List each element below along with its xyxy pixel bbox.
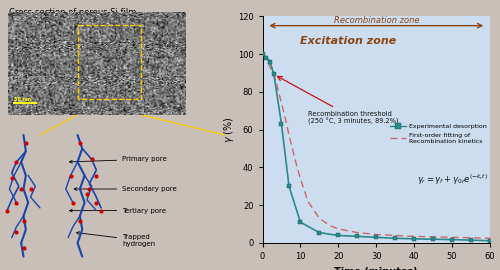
Point bbox=[262, 56, 270, 60]
Point bbox=[12, 160, 20, 164]
Point bbox=[97, 208, 105, 213]
Point bbox=[22, 141, 30, 145]
Y-axis label: $\gamma$ (%): $\gamma$ (%) bbox=[222, 116, 236, 143]
Text: Recombination threshold
(250 °C, 3 minutes, 89.2%): Recombination threshold (250 °C, 3 minut… bbox=[278, 76, 398, 125]
Text: Primary pore: Primary pore bbox=[70, 156, 167, 163]
Text: Excitation zone: Excitation zone bbox=[300, 36, 396, 46]
Point bbox=[20, 246, 28, 251]
Point bbox=[448, 237, 456, 242]
Point bbox=[92, 200, 100, 205]
Point bbox=[83, 192, 91, 197]
Text: Secondary pore: Secondary pore bbox=[74, 186, 177, 192]
Point bbox=[76, 141, 84, 145]
Legend: Experimental desorption, First-order fitting of
Recombination kinetics: Experimental desorption, First-order fit… bbox=[388, 122, 489, 146]
Bar bbox=[78, 25, 142, 99]
Text: Tertiary pore: Tertiary pore bbox=[70, 208, 166, 214]
Point bbox=[92, 173, 100, 178]
Point bbox=[266, 59, 274, 64]
Point bbox=[372, 235, 380, 239]
Point bbox=[17, 187, 25, 191]
X-axis label: Time (minutes): Time (minutes) bbox=[334, 266, 418, 270]
Point bbox=[88, 157, 96, 161]
Point bbox=[467, 238, 475, 242]
Point bbox=[334, 233, 342, 238]
Text: $\gamma_r = \gamma_f + \gamma_{0r}e^{(-k_r t)}$: $\gamma_r = \gamma_f + \gamma_{0r}e^{(-k… bbox=[417, 172, 488, 187]
Point bbox=[278, 122, 285, 126]
Point bbox=[76, 219, 84, 224]
Point bbox=[296, 220, 304, 224]
Point bbox=[354, 234, 362, 239]
Point bbox=[26, 187, 34, 191]
Text: Cross-section of porous Si film: Cross-section of porous Si film bbox=[10, 8, 137, 17]
Point bbox=[8, 176, 16, 180]
Text: 30 nm: 30 nm bbox=[14, 97, 32, 102]
Point bbox=[486, 239, 494, 243]
Text: Recombination zone: Recombination zone bbox=[334, 16, 419, 25]
Point bbox=[3, 208, 11, 213]
Point bbox=[316, 231, 324, 235]
Point bbox=[12, 200, 20, 205]
Point bbox=[270, 72, 278, 77]
Point bbox=[391, 236, 399, 240]
Point bbox=[66, 173, 74, 178]
Point bbox=[410, 237, 418, 241]
Point bbox=[429, 237, 437, 241]
Text: Trapped
hydrogen: Trapped hydrogen bbox=[76, 232, 156, 247]
Point bbox=[285, 184, 293, 188]
Point bbox=[12, 230, 20, 234]
Point bbox=[86, 187, 94, 191]
Point bbox=[258, 52, 266, 56]
Point bbox=[69, 200, 77, 205]
Point bbox=[20, 219, 28, 224]
